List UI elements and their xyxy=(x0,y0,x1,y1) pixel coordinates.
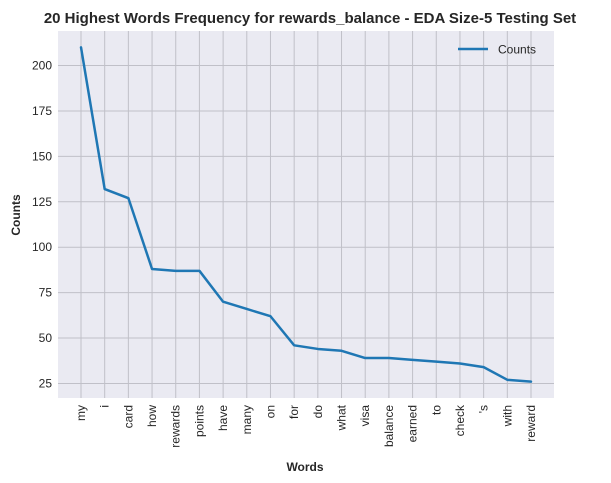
x-axis-ticks: my i card how rewards points have many on for do wh… xyxy=(74,404,538,448)
y-tick-label: 100 xyxy=(32,240,52,254)
x-tick-label: points xyxy=(192,405,206,437)
x-axis-label: Words xyxy=(286,460,323,474)
y-tick-label: 25 xyxy=(39,376,53,390)
series-line-counts xyxy=(79,46,533,383)
y-axis-ticks: 25 50 75 100 125 150 175 200 xyxy=(32,59,52,391)
y-tick-label: 75 xyxy=(39,286,53,300)
x-tick-label: how xyxy=(145,405,159,427)
legend-label-counts: Counts xyxy=(498,43,536,57)
x-tick-label: for xyxy=(287,405,301,419)
x-tick-label: card xyxy=(121,405,135,428)
y-tick-label: 200 xyxy=(32,59,52,73)
chart-legend: Counts xyxy=(458,43,536,57)
plot-area xyxy=(58,31,554,398)
x-tick-label: what xyxy=(335,404,349,431)
y-tick-label: 150 xyxy=(32,149,52,163)
x-tick-label: i xyxy=(98,405,112,408)
x-tick-label: do xyxy=(311,405,325,419)
x-tick-label: reward xyxy=(524,405,538,442)
x-tick-label: with xyxy=(500,405,514,427)
x-tick-label: on xyxy=(263,405,277,418)
y-tick-label: 175 xyxy=(32,104,52,118)
x-tick-label: rewards xyxy=(169,405,183,448)
x-tick-label: earned xyxy=(406,405,420,442)
y-axis-label: Counts xyxy=(9,194,23,236)
y-tick-label: 125 xyxy=(32,195,52,209)
gridlines xyxy=(58,31,554,398)
x-tick-label: many xyxy=(240,405,254,434)
chart-title: 20 Highest Words Frequency for rewards_b… xyxy=(44,10,576,27)
x-tick-label: balance xyxy=(382,405,396,447)
x-tick-label: visa xyxy=(358,405,372,427)
x-tick-label: to xyxy=(429,405,443,415)
series-layer xyxy=(79,46,533,383)
x-tick-label: have xyxy=(216,405,230,431)
x-tick-label: check xyxy=(453,404,467,436)
y-tick-label: 50 xyxy=(39,331,53,345)
x-tick-label: my xyxy=(74,405,88,421)
x-tick-label: 's xyxy=(477,405,491,413)
